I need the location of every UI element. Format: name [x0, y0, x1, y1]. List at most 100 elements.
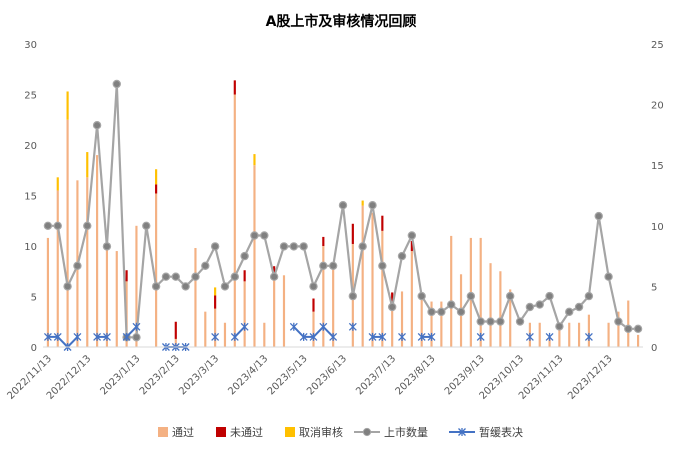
deferred-vote-point — [476, 332, 485, 341]
bar-passed — [282, 275, 286, 347]
left-tick-label: 30 — [24, 40, 37, 51]
bar-passed — [115, 251, 118, 347]
bar-passed — [381, 230, 384, 347]
deferred-vote-point — [299, 332, 308, 341]
listing-count-point — [535, 300, 544, 309]
listing-count-point — [565, 307, 574, 317]
legend-rejected-label: 未通过 — [230, 426, 263, 439]
deferred-vote-point — [329, 332, 338, 341]
bar-rejected — [155, 184, 158, 194]
listing-count-point — [496, 317, 505, 326]
bar-passed — [568, 322, 571, 347]
deferred-vote-point — [53, 332, 62, 341]
listing-count-point — [338, 200, 348, 210]
bar-rejected — [381, 215, 384, 231]
deferred-vote-point — [211, 332, 220, 341]
listing-count-point — [446, 300, 456, 309]
listing-count-point — [73, 261, 82, 270]
listing-count-point — [240, 251, 249, 261]
bar-passed — [637, 334, 640, 347]
listing-count-point — [220, 282, 230, 291]
bar-passed — [263, 322, 266, 347]
listing-count-point — [230, 272, 240, 281]
listing-count-point — [584, 291, 594, 301]
bar-withdrawn — [253, 154, 256, 166]
deferred-vote-point — [525, 332, 534, 341]
bar-passed — [587, 314, 590, 347]
bar-passed — [371, 212, 374, 347]
bar-passed — [332, 263, 335, 347]
x-tick-label: 2023/7/13 — [354, 353, 398, 397]
listing-count-point — [161, 272, 171, 281]
listing-count-point — [201, 261, 210, 270]
listing-count-point — [525, 302, 535, 312]
legend-deferred-vote: 暂缓表决 — [449, 425, 523, 439]
listing-count-point — [250, 231, 259, 240]
listing-count-point — [486, 317, 495, 326]
legend-withdrawn-swatch — [285, 427, 295, 437]
listing-count-point — [53, 221, 62, 230]
x-tick-label: 2023/2/13 — [138, 353, 182, 397]
listing-count-point — [151, 282, 161, 291]
bar-passed — [66, 119, 69, 347]
listing-count-point — [269, 272, 279, 281]
listing-count-point — [417, 291, 426, 301]
bar-passed — [607, 322, 610, 347]
bar-withdrawn — [155, 169, 158, 185]
right-axis-ticks: 0 5 10 15 20 25 — [651, 40, 664, 354]
x-tick-label: 2023/5/13 — [266, 353, 310, 397]
legend-listing-count-marker — [362, 427, 372, 437]
bar-passed — [253, 165, 256, 347]
bar-passed — [105, 237, 109, 347]
bar-passed — [273, 278, 276, 347]
bar-withdrawn — [86, 152, 89, 178]
bar-passed — [489, 263, 492, 347]
left-tick-label: 15 — [24, 192, 37, 203]
listing-count-point — [604, 272, 613, 281]
bar-withdrawn — [66, 91, 69, 120]
bar-rejected — [322, 236, 325, 246]
listing-count-point — [614, 317, 623, 326]
bar-rejected — [125, 270, 128, 282]
bar-passed — [410, 251, 413, 347]
listing-count-point — [624, 324, 633, 334]
bar-passed — [155, 193, 158, 347]
bar-passed — [223, 322, 227, 347]
listing-count-point — [102, 242, 112, 251]
legend-rejected: 未通过 — [216, 426, 263, 439]
bar-rejected — [391, 292, 394, 302]
legend-withdrawn-label: 取消审核 — [299, 425, 343, 439]
deferred-vote-point — [427, 332, 436, 341]
listing-count-point — [387, 302, 397, 312]
deferred-vote-point — [545, 332, 554, 341]
bar-passed — [430, 301, 433, 347]
deferred-vote-point — [132, 322, 141, 331]
bar-passed — [577, 322, 581, 347]
listing-count-point — [181, 282, 190, 291]
deferred-vote-point — [417, 332, 426, 341]
bar-rejected — [233, 80, 236, 95]
left-tick-label: 5 — [31, 293, 37, 304]
legend: 通过 未通过 取消审核 上市数量 暂缓表决 — [158, 425, 523, 439]
bar-passed — [450, 235, 453, 347]
listing-count-point — [378, 261, 387, 270]
x-tick-label: 2023/6/13 — [305, 353, 349, 397]
right-tick-label: 25 — [651, 40, 664, 51]
deferred-vote-point — [309, 332, 318, 341]
bar-passed — [56, 190, 59, 347]
bar-passed — [174, 338, 177, 347]
listing-count-point — [328, 261, 338, 270]
bar-passed — [361, 205, 364, 347]
bar-passed — [135, 225, 138, 347]
listing-count-point — [594, 211, 603, 221]
x-tick-label: 2023/3/13 — [177, 353, 221, 397]
legend-listing-count: 上市数量 — [354, 425, 428, 439]
bar-passed — [194, 248, 197, 347]
deferred-vote-point — [102, 332, 111, 341]
deferred-vote-line — [47, 335, 79, 348]
x-tick-label: 2023/4/13 — [226, 353, 270, 397]
bar-passed — [548, 336, 551, 347]
legend-passed-label: 通过 — [172, 426, 194, 439]
listing-count-point — [63, 282, 72, 291]
